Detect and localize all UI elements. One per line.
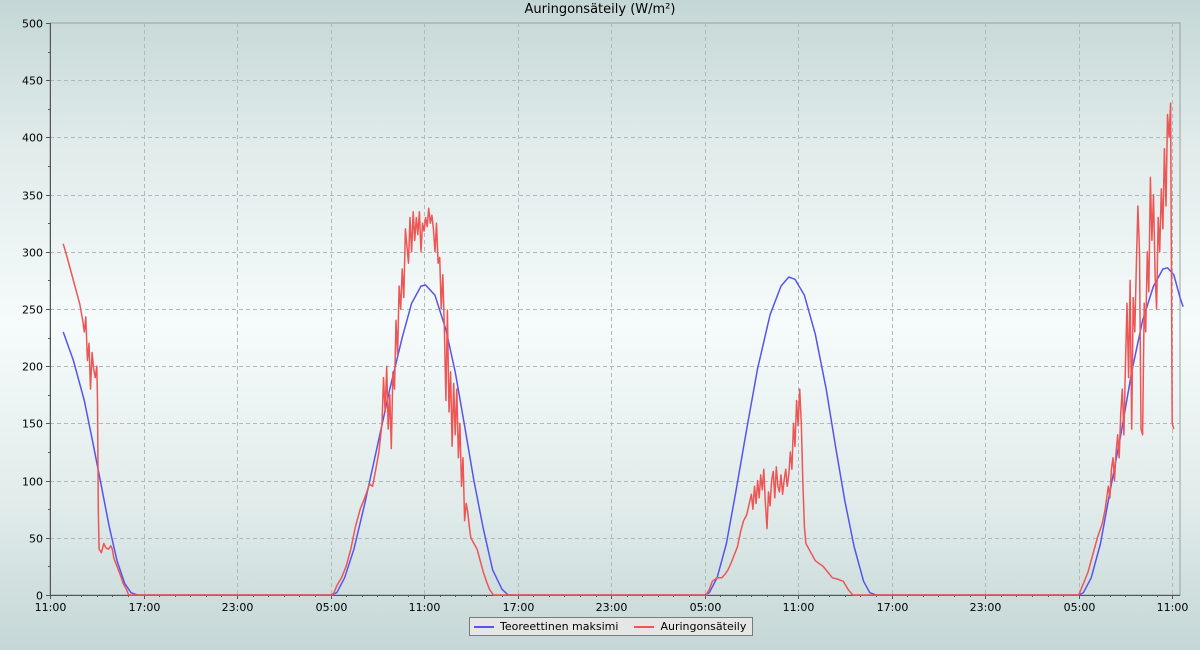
- legend-swatch-theoretical-max: [474, 625, 494, 628]
- y-tick-label: 0: [36, 590, 43, 603]
- x-tick-label: 17:00: [129, 601, 161, 614]
- y-tick-label: 500: [22, 18, 43, 31]
- legend-swatch-solar-radiation: [634, 625, 655, 628]
- x-tick-label: 11:00: [1157, 601, 1189, 614]
- chart-title: Auringonsäteily (W/m²): [524, 2, 676, 17]
- axes-layer: 0 50 100 150 200 250 300 350 400 450 500 11:00 17:00…: [22, 18, 1188, 615]
- x-tick-label: 11:00: [783, 601, 815, 614]
- legend-item-theoretical-max: Teoreettinen maksimi: [474, 620, 618, 633]
- x-tick-label: 17:00: [503, 601, 535, 614]
- legend: Teoreettinen maksimi Auringonsäteily: [469, 617, 754, 636]
- x-tick-label: 23:00: [970, 601, 1002, 614]
- x-tick-label: 05:00: [316, 601, 348, 614]
- series-layer: [62, 102, 1184, 596]
- x-tick-label: 23:00: [222, 601, 254, 614]
- y-tick-label: 350: [22, 190, 43, 203]
- x-tick-label: 05:00: [1064, 601, 1096, 614]
- legend-item-solar-radiation: Auringonsäteily: [634, 620, 746, 633]
- x-tick-label: 23:00: [596, 601, 628, 614]
- series-line-theoretical-max: [62, 267, 1184, 596]
- x-tick-label: 05:00: [690, 601, 722, 614]
- grid-layer: [49, 22, 1181, 596]
- y-tick-label: 250: [22, 304, 43, 317]
- y-tick-label: 50: [29, 533, 43, 546]
- x-tick-label: 17:00: [877, 601, 909, 614]
- x-tick-label: 11:00: [35, 601, 67, 614]
- y-tick-label: 200: [22, 361, 43, 374]
- legend-label-theoretical-max: Teoreettinen maksimi: [500, 620, 619, 633]
- y-tick-label: 100: [22, 476, 43, 489]
- legend-label-solar-radiation: Auringonsäteily: [660, 620, 747, 633]
- y-tick-label: 300: [22, 247, 43, 260]
- y-tick-label: 400: [22, 132, 43, 145]
- x-tick-label: 11:00: [409, 601, 441, 614]
- series-line-solar-radiation: [62, 102, 1175, 596]
- y-tick-label: 150: [22, 418, 43, 431]
- y-tick-label: 450: [22, 75, 43, 88]
